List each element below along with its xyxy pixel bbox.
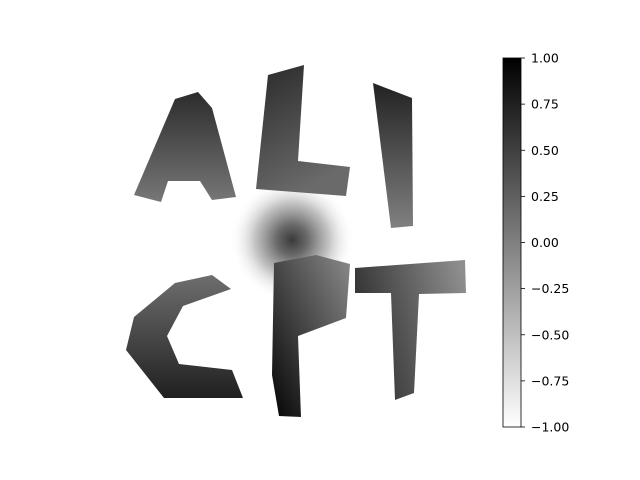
letter-t-shape <box>355 260 466 400</box>
letter-l-shape <box>256 65 350 196</box>
colorbar-tick-label: 0.25 <box>531 189 559 204</box>
letter-a-shape <box>134 92 236 202</box>
colorbar-tick-label: −1.00 <box>531 420 569 435</box>
colorbar-tick-label: 0.00 <box>531 235 559 250</box>
colorbar-gradient <box>503 58 521 427</box>
colorbar-ticks: 1.00 0.75 0.50 0.25 0.00 −0.25 −0.50 −0.75 −1.00 <box>521 51 569 435</box>
colorbar-tick-label: −0.25 <box>531 281 569 296</box>
colorbar-tick-label: 0.50 <box>531 143 559 158</box>
letter-p-shape <box>272 255 350 417</box>
letter-i-shape <box>373 83 413 228</box>
letter-c-shape <box>126 275 243 398</box>
colorbar-tick-label: 1.00 <box>531 51 559 66</box>
colorbar: 1.00 0.75 0.50 0.25 0.00 −0.25 −0.50 −0.75 −1.00 <box>502 51 569 435</box>
colorbar-tick-label: −0.75 <box>531 373 569 388</box>
colorbar-tick-label: −0.50 <box>531 327 569 342</box>
colorbar-tick-label: 0.75 <box>531 97 559 112</box>
